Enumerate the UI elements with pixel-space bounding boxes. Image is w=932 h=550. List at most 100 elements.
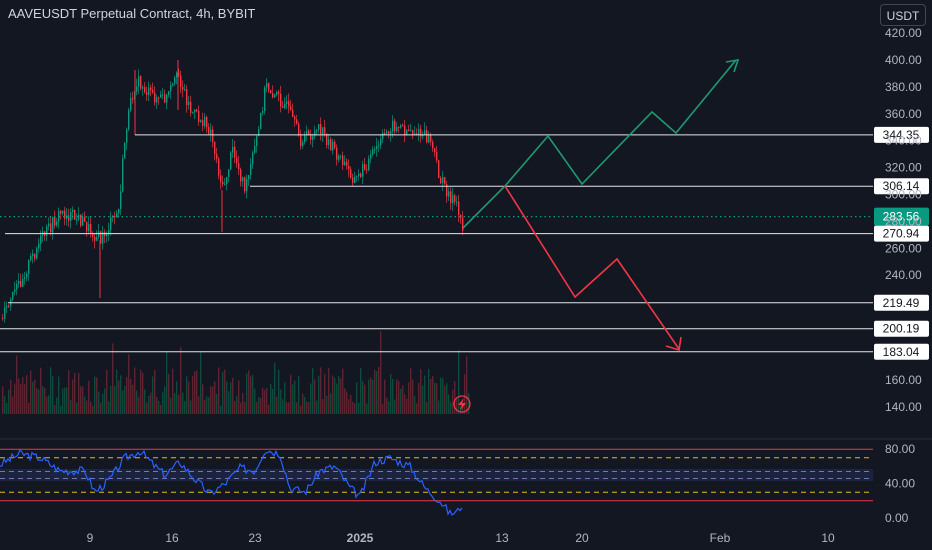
candle-body (320, 124, 322, 135)
lightning-icon[interactable] (453, 395, 471, 413)
volume-bar (360, 367, 362, 414)
volume-bar (136, 390, 138, 414)
level-price-tag (874, 343, 929, 360)
volume-bar (446, 383, 448, 414)
projection-paths[interactable] (462, 58, 740, 352)
volume-bar (78, 372, 80, 414)
volume-bar (256, 401, 258, 414)
volume-bar (178, 394, 180, 414)
time-axis-label: 2025 (347, 531, 374, 545)
volume-bar (30, 370, 32, 414)
candle-body (60, 210, 62, 214)
candle-body (16, 283, 18, 290)
candle-body (176, 72, 178, 78)
volume-bar (204, 399, 206, 414)
volume-bar (36, 387, 38, 414)
candle-body (142, 87, 144, 89)
candle-body (426, 130, 428, 143)
candle-body (228, 169, 230, 178)
candle-body (110, 217, 112, 231)
volume-bar (258, 397, 260, 414)
candle-body (276, 91, 278, 95)
volume-bar (414, 396, 416, 414)
volume-bar (352, 401, 354, 414)
volume-bar (404, 394, 406, 414)
volume-bar (92, 405, 94, 414)
volume-bar (90, 401, 92, 414)
volume-bar (376, 371, 378, 414)
candle-body (232, 146, 234, 153)
volume-bar (154, 369, 156, 414)
candle-body (354, 176, 356, 183)
bearish-projection[interactable] (504, 185, 680, 350)
time-axis-label: 13 (495, 531, 509, 545)
volume-bar (82, 386, 84, 414)
volume-bar (348, 399, 350, 414)
volume-bar (160, 404, 162, 414)
candle-body (280, 93, 282, 107)
currency-button[interactable]: USDT (880, 4, 926, 26)
volume-bar (66, 387, 68, 414)
candle-body (180, 75, 182, 87)
rsi-pane: 80.00 40.00 0.00 (0, 438, 932, 525)
candle-body (102, 232, 104, 244)
candle-body (326, 133, 328, 146)
volume-bar (442, 378, 444, 414)
candle-body (300, 135, 302, 147)
price-axis-label: 320.00 (885, 161, 922, 175)
volume-bar (182, 392, 184, 414)
volume-bar (122, 390, 124, 414)
volume-bar (38, 389, 40, 414)
candle-body (218, 158, 220, 176)
candle-body (210, 129, 212, 134)
volume-bar (54, 405, 56, 414)
candle-body (458, 201, 460, 216)
price-axis[interactable]: 420.00 400.00 380.00 360.00 340.00 320.00 300.… (885, 26, 922, 414)
candle-body (440, 177, 442, 184)
candle-body (234, 146, 236, 158)
candle-body (336, 147, 338, 160)
volume-bar (126, 377, 128, 414)
volume-bar (266, 387, 268, 414)
candle-body (214, 141, 216, 155)
volume-bar (428, 368, 430, 414)
volume-bar (302, 393, 304, 414)
candle-body (278, 91, 280, 94)
bullish-projection[interactable] (462, 59, 737, 229)
volume-bar (284, 382, 286, 414)
candle-body (36, 248, 38, 259)
volume-bar (196, 370, 198, 414)
volume-bar (268, 404, 270, 414)
level-price-label: 344.35 (883, 128, 920, 142)
volume-bar (384, 379, 386, 414)
candle-body (84, 217, 86, 222)
volume-bar (34, 379, 36, 414)
volume-bar (174, 393, 176, 414)
candle-body (90, 223, 92, 234)
candle-body (164, 94, 166, 103)
volume-bar (170, 397, 172, 414)
volume-bar (224, 369, 226, 414)
candle-body (170, 85, 172, 92)
volume-bar (202, 384, 204, 414)
time-axis[interactable]: 9 16 23 2025 13 20 Feb 10 (87, 531, 835, 545)
volume-bar (300, 405, 302, 414)
volume-bar (458, 350, 460, 414)
candle-body (98, 231, 100, 238)
candle-body (154, 92, 156, 103)
time-axis-label: Feb (710, 531, 731, 545)
horizontal-levels[interactable]: 344.35 306.14 270.94 219.49 200.19 183.04 283.… (0, 126, 929, 360)
candle-body (352, 177, 354, 183)
volume-bar (142, 372, 144, 414)
bearish-arrowhead (665, 336, 682, 352)
volume-bar (366, 403, 368, 414)
candle-body (270, 90, 272, 94)
candle-body (258, 129, 260, 137)
volume-bar (466, 356, 468, 414)
volume-bar (220, 405, 222, 414)
volume-bar (356, 382, 358, 414)
volume-bar (144, 389, 146, 414)
candle-body (28, 260, 30, 274)
candle-body (436, 152, 438, 161)
